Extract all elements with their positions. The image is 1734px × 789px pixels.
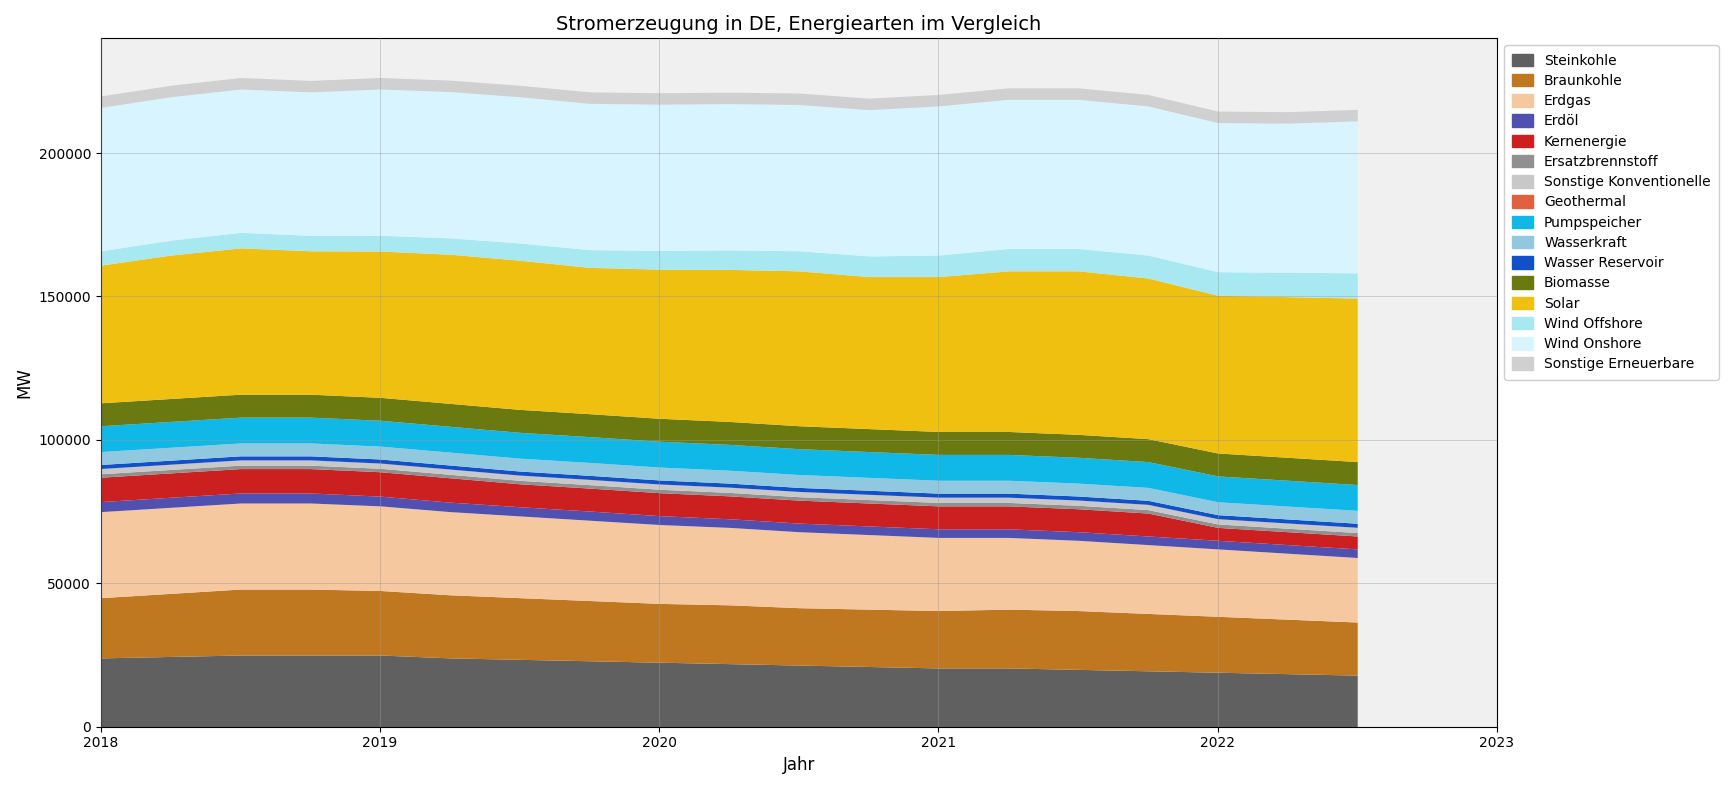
Y-axis label: MW: MW: [16, 367, 33, 398]
Title: Stromerzeugung in DE, Energiearten im Vergleich: Stromerzeugung in DE, Energiearten im Ve…: [557, 15, 1042, 34]
X-axis label: Jahr: Jahr: [782, 756, 815, 774]
Legend: Steinkohle, Braunkohle, Erdgas, Erdöl, Kernenergie, Ersatzbrennstoff, Sonstige K: Steinkohle, Braunkohle, Erdgas, Erdöl, K…: [1503, 45, 1718, 380]
